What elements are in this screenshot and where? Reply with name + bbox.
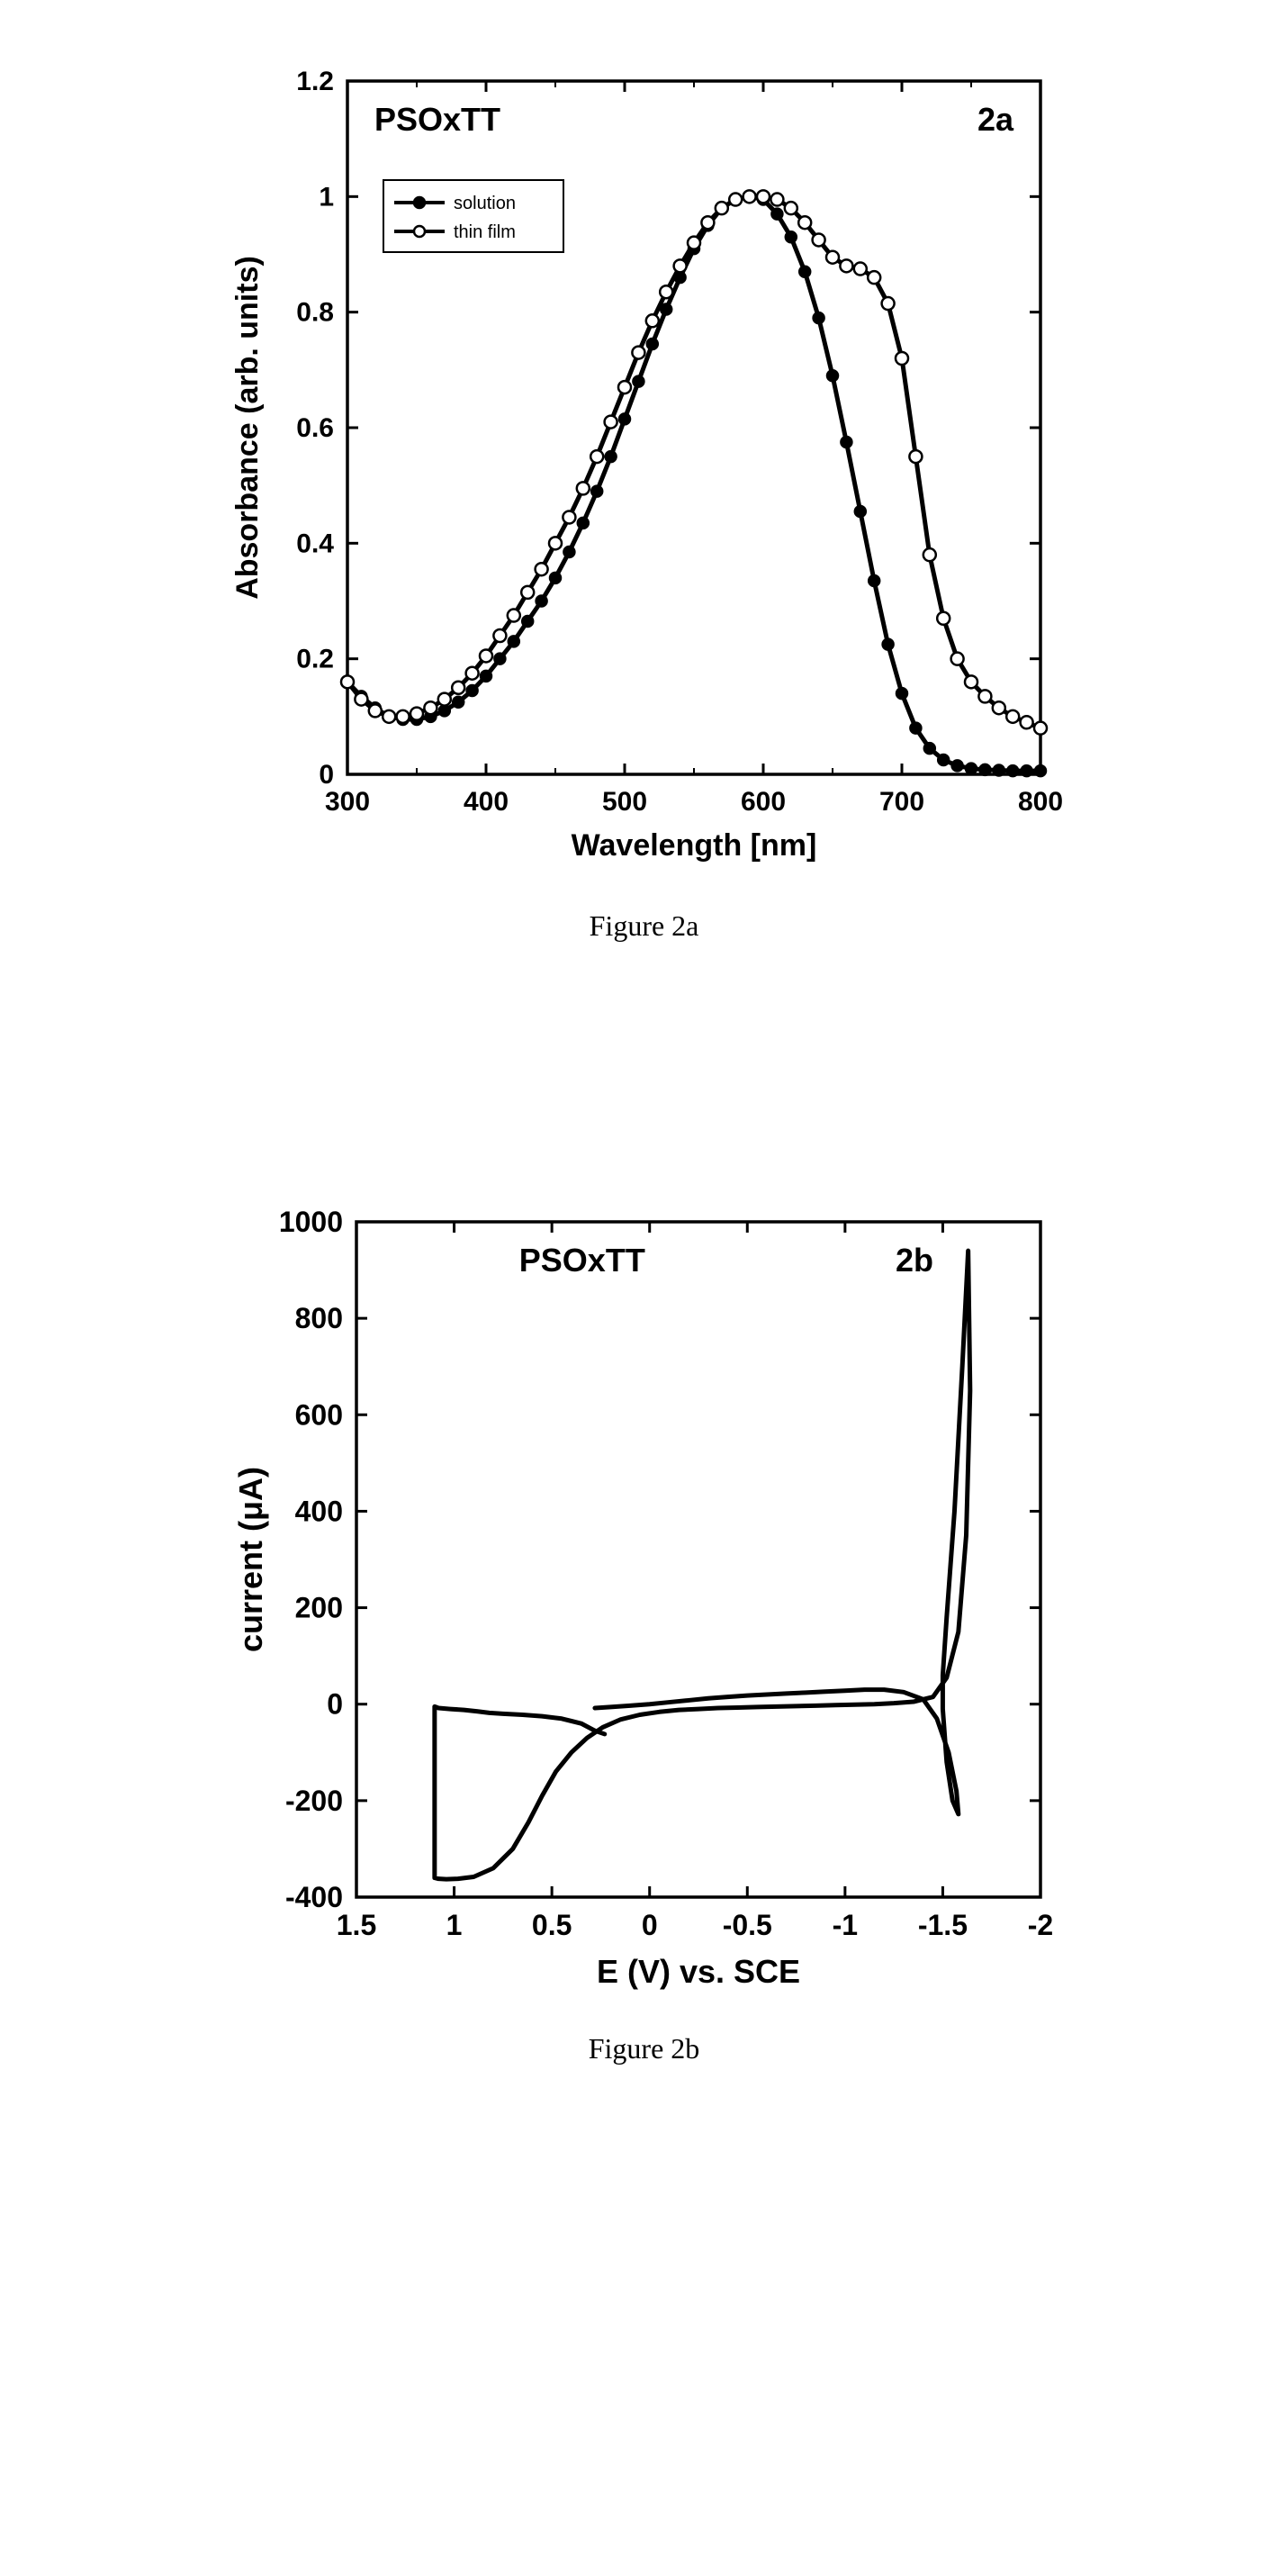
svg-text:200: 200	[294, 1592, 342, 1624]
svg-text:800: 800	[1017, 787, 1062, 817]
svg-text:500: 500	[601, 787, 646, 817]
svg-text:PSOxTT: PSOxTT	[374, 101, 500, 138]
svg-text:Wavelength [nm]: Wavelength [nm]	[571, 828, 816, 863]
svg-text:Absorbance (arb. units): Absorbance (arb. units)	[230, 256, 265, 600]
svg-text:2b: 2b	[895, 1242, 932, 1279]
svg-text:0.4: 0.4	[296, 529, 334, 558]
svg-text:0.5: 0.5	[531, 1909, 571, 1941]
svg-text:1.5: 1.5	[336, 1909, 375, 1941]
svg-text:1000: 1000	[278, 1206, 342, 1238]
svg-text:300: 300	[324, 787, 369, 817]
figure-2b-chart: 1.5 1 0.5 0 -0.5 -1 -1.5 -2 -400 -200 0 200 400 600 80…	[212, 1195, 1076, 2005]
svg-text:800: 800	[294, 1302, 342, 1334]
svg-text:-1: -1	[832, 1909, 857, 1941]
svg-text:2a: 2a	[977, 101, 1013, 138]
svg-text:1: 1	[446, 1909, 462, 1941]
svg-text:0: 0	[327, 1688, 343, 1721]
svg-text:1.2: 1.2	[296, 67, 334, 96]
svg-text:-0.5: -0.5	[722, 1909, 771, 1941]
svg-text:-400: -400	[284, 1881, 342, 1913]
svg-text:600: 600	[740, 787, 785, 817]
svg-text:solution: solution	[454, 194, 516, 213]
svg-text:0.2: 0.2	[296, 645, 334, 674]
figure-2b-caption: Figure 2b	[589, 2032, 700, 2065]
svg-text:0.8: 0.8	[296, 298, 334, 328]
figure-2a-caption: Figure 2a	[590, 909, 699, 943]
svg-text:E (V) vs. SCE: E (V) vs. SCE	[596, 1953, 799, 1990]
svg-text:-200: -200	[284, 1785, 342, 1817]
svg-text:600: 600	[294, 1398, 342, 1431]
svg-text:-1.5: -1.5	[917, 1909, 967, 1941]
svg-text:400: 400	[294, 1495, 342, 1527]
svg-text:0: 0	[641, 1909, 657, 1941]
svg-text:700: 700	[878, 787, 923, 817]
svg-text:-2: -2	[1027, 1909, 1052, 1941]
svg-text:PSOxTT: PSOxTT	[518, 1242, 644, 1279]
figure-2a-chart: 300 400 500 600 700 800 0 0.2 0.4 0.6 0.8 1 1.2 Wavel…	[212, 54, 1076, 882]
svg-text:current (μA): current (μA)	[232, 1467, 269, 1652]
svg-text:0.6: 0.6	[296, 413, 334, 443]
svg-text:thin film: thin film	[454, 222, 516, 242]
svg-text:1: 1	[319, 182, 334, 212]
svg-text:0: 0	[319, 760, 334, 790]
svg-text:400: 400	[463, 787, 508, 817]
